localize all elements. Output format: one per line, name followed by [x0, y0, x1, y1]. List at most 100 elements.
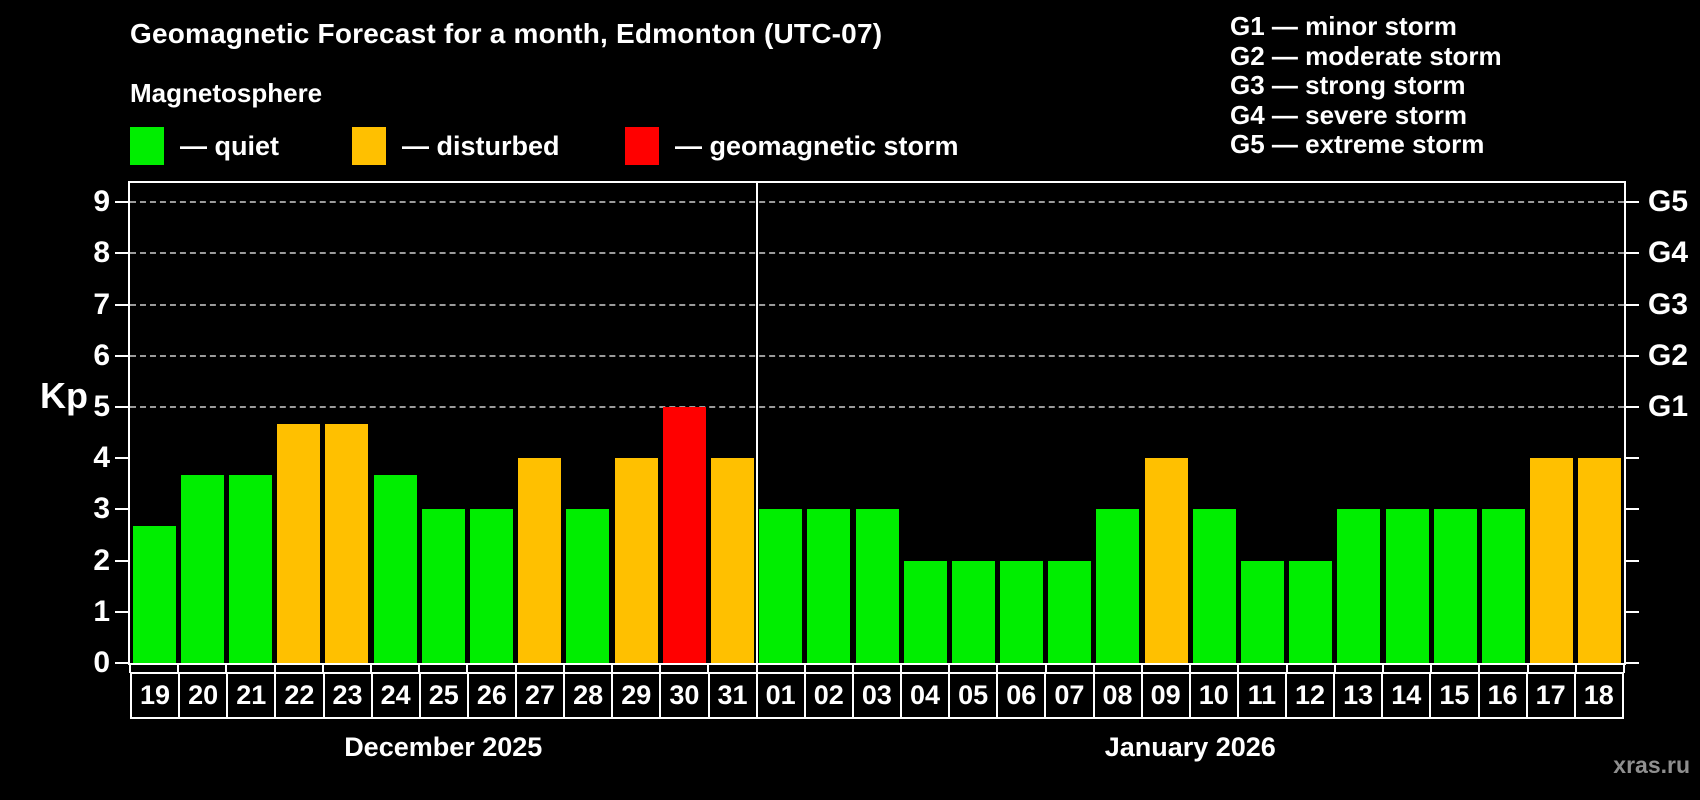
x-tick: [1044, 665, 1047, 673]
x-tick: [1478, 665, 1481, 673]
y-tick-label-3: 3: [93, 492, 110, 526]
date-cell-16: 16: [1477, 672, 1528, 719]
x-tick: [851, 665, 854, 673]
x-tick: [1285, 665, 1288, 673]
date-cell-05: 05: [948, 672, 999, 719]
x-tick: [1382, 665, 1385, 673]
x-tick: [948, 665, 951, 673]
kp-bar-day-21: [228, 475, 272, 663]
g-tick-label-g2: G2: [1648, 338, 1689, 372]
x-tick: [1574, 665, 1577, 673]
y-tick-right-3: [1626, 508, 1639, 511]
date-cell-18: 18: [1573, 672, 1624, 719]
x-tick: [707, 665, 710, 673]
y-tick-left-5: [115, 406, 128, 408]
kp-bar-day-09: [1144, 458, 1188, 663]
g4-legend-row: G4 — severe storm: [1230, 99, 1468, 130]
kp-bar-day-05: [951, 560, 995, 663]
kp-axis-label: Kp: [40, 375, 88, 416]
date-cell-04: 04: [900, 672, 951, 719]
legend-item-storm: — geomagnetic storm: [625, 126, 959, 166]
page-title: Geomagnetic Forecast for a month, Edmont…: [130, 18, 883, 49]
kp-bar-day-26: [469, 509, 513, 663]
x-tick: [1430, 665, 1433, 673]
date-cell-07: 07: [1044, 672, 1095, 719]
y-tick-label-1: 1: [93, 594, 110, 628]
x-tick: [996, 665, 999, 673]
y-tick-label-2: 2: [93, 543, 110, 577]
gridline-kp7: [130, 303, 1624, 306]
x-tick: [418, 665, 421, 673]
y-tick-right-9: [1626, 201, 1639, 204]
x-tick: [1623, 665, 1625, 673]
date-cell-12: 12: [1285, 672, 1336, 719]
date-cell-22: 22: [274, 672, 325, 719]
x-tick: [562, 665, 565, 673]
date-cell-31: 31: [707, 672, 758, 719]
legend-label-disturbed: — disturbed: [402, 130, 560, 161]
date-cell-25: 25: [418, 672, 469, 719]
kp-bar-day-07: [1048, 560, 1092, 663]
date-cell-14: 14: [1381, 672, 1432, 719]
date-cell-09: 09: [1140, 672, 1191, 719]
y-tick-label-4: 4: [93, 441, 110, 475]
kp-bar-day-19: [132, 526, 176, 663]
plot-area: 0 1 2 3 4 5 6 7 8 9 G1 G2 G3 G4 G5: [93, 181, 1688, 679]
g1-legend-row: G1 — minor storm: [1230, 11, 1457, 41]
y-tick-label-9: 9: [93, 185, 110, 219]
date-cell-03: 03: [851, 672, 902, 719]
y-tick-left-2: [115, 559, 128, 562]
gridline-kp6: [130, 354, 1624, 357]
kp-bar-day-24: [373, 475, 417, 663]
kp-bar-day-11: [1241, 560, 1285, 663]
kp-bar-day-01: [759, 509, 803, 663]
y-tick-right-4: [1626, 457, 1639, 460]
y-tick-right-0: [1626, 662, 1639, 664]
x-tick: [1189, 665, 1192, 673]
month-labels: December 2025 January 2026: [130, 732, 1624, 768]
kp-bar-day-17: [1530, 458, 1574, 663]
watermark: xras.ru: [1613, 752, 1690, 778]
kp-bar-day-14: [1385, 509, 1429, 663]
date-axis-row: 19 20 21 22 23 24 25 26 27 28 29 30 31 01 02 03 04 05 06 07…: [130, 672, 1624, 719]
x-tick: [900, 665, 903, 673]
month-label-0: December 2025: [344, 732, 543, 762]
y-tick-right-8: [1626, 252, 1639, 255]
y-tick-label-8: 8: [93, 236, 110, 270]
g-scale-legend: G1 — minor storm G2 — moderate storm G3 …: [1230, 11, 1502, 160]
date-cell-06: 06: [996, 672, 1047, 719]
date-cell-19: 19: [130, 672, 181, 719]
legend-item-disturbed: — disturbed: [352, 126, 560, 166]
x-tick: [129, 665, 131, 673]
kp-bar-day-28: [566, 509, 610, 663]
x-tick: [755, 665, 758, 673]
kp-bar-day-27: [518, 458, 562, 663]
y-tick-right-2: [1626, 559, 1639, 562]
month-separator-0: [755, 183, 758, 663]
date-cell-17: 17: [1525, 672, 1576, 719]
date-cell-01: 01: [755, 672, 806, 719]
g2-legend-row: G2 — moderate storm: [1230, 40, 1502, 71]
kp-bar-day-29: [614, 458, 658, 663]
date-cell-24: 24: [370, 672, 421, 719]
kp-bar-day-20: [180, 475, 224, 663]
x-tick: [1237, 665, 1240, 673]
date-cell-30: 30: [659, 672, 710, 719]
kp-bar-day-30: [662, 407, 706, 663]
gridline-kp9: [130, 201, 1624, 204]
y-tick-left-0: [115, 662, 128, 664]
kp-bar-day-25: [421, 509, 465, 663]
x-tick: [514, 665, 517, 673]
date-cell-15: 15: [1429, 672, 1480, 719]
date-cell-29: 29: [611, 672, 662, 719]
y-tick-left-6: [115, 354, 128, 357]
y-tick-left-7: [115, 303, 128, 306]
y-tick-label-7: 7: [93, 287, 110, 321]
kp-bar-day-08: [1096, 509, 1140, 663]
y-tick-left-1: [115, 610, 128, 613]
date-cell-02: 02: [803, 672, 854, 719]
x-tick: [803, 665, 806, 673]
date-cell-28: 28: [563, 672, 614, 719]
date-cell-27: 27: [515, 672, 566, 719]
legend-label-storm: — geomagnetic storm: [675, 130, 959, 161]
